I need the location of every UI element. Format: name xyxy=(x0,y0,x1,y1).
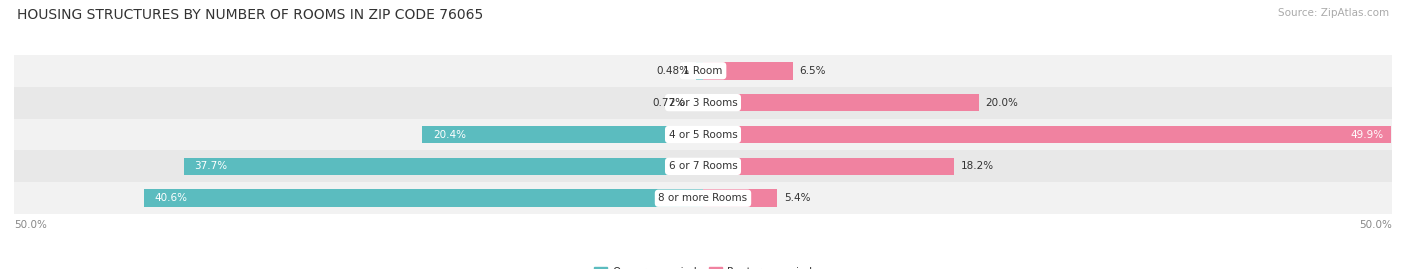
Bar xyxy=(696,62,703,80)
Text: 6.5%: 6.5% xyxy=(800,66,825,76)
Bar xyxy=(703,189,778,207)
Text: 20.4%: 20.4% xyxy=(433,129,465,140)
Bar xyxy=(184,158,703,175)
Bar xyxy=(143,189,703,207)
Bar xyxy=(703,158,953,175)
Bar xyxy=(14,55,1392,87)
Text: 0.77%: 0.77% xyxy=(652,98,686,108)
Bar xyxy=(703,94,979,111)
Text: 37.7%: 37.7% xyxy=(194,161,228,171)
Text: Source: ZipAtlas.com: Source: ZipAtlas.com xyxy=(1278,8,1389,18)
Bar xyxy=(422,126,703,143)
Text: 50.0%: 50.0% xyxy=(1360,220,1392,230)
Text: 8 or more Rooms: 8 or more Rooms xyxy=(658,193,748,203)
Bar xyxy=(703,126,1391,143)
Text: 49.9%: 49.9% xyxy=(1351,129,1384,140)
Bar xyxy=(14,150,1392,182)
Text: 2 or 3 Rooms: 2 or 3 Rooms xyxy=(669,98,737,108)
Bar xyxy=(703,62,793,80)
Text: 6 or 7 Rooms: 6 or 7 Rooms xyxy=(669,161,737,171)
Bar xyxy=(14,182,1392,214)
Bar xyxy=(14,119,1392,150)
Text: HOUSING STRUCTURES BY NUMBER OF ROOMS IN ZIP CODE 76065: HOUSING STRUCTURES BY NUMBER OF ROOMS IN… xyxy=(17,8,484,22)
Bar xyxy=(692,94,703,111)
Text: 20.0%: 20.0% xyxy=(986,98,1018,108)
Text: 4 or 5 Rooms: 4 or 5 Rooms xyxy=(669,129,737,140)
Text: 5.4%: 5.4% xyxy=(785,193,811,203)
Text: 18.2%: 18.2% xyxy=(960,161,994,171)
Bar xyxy=(14,87,1392,119)
Text: 0.48%: 0.48% xyxy=(657,66,689,76)
Text: 50.0%: 50.0% xyxy=(14,220,46,230)
Legend: Owner-occupied, Renter-occupied: Owner-occupied, Renter-occupied xyxy=(591,263,815,269)
Text: 1 Room: 1 Room xyxy=(683,66,723,76)
Text: 40.6%: 40.6% xyxy=(155,193,187,203)
